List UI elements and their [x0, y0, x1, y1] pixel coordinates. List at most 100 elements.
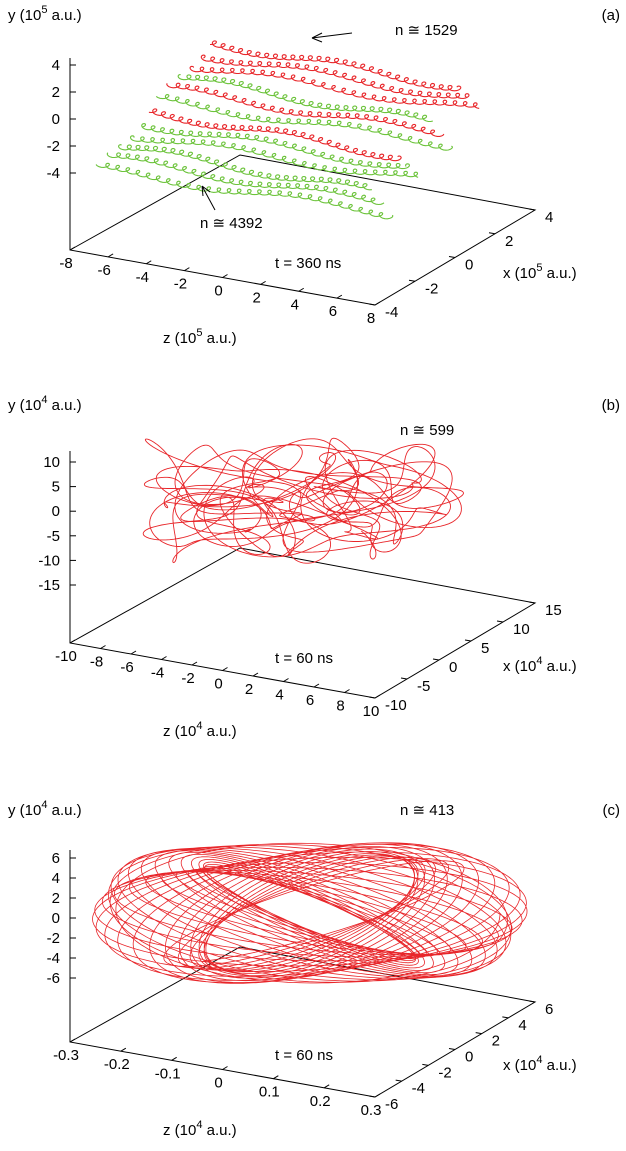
- z-tick-label: 0: [214, 283, 222, 300]
- z-tick: [283, 678, 289, 682]
- panel: (b) 10 5 0 -5 -10 -15 -10 -8 -6 -4 -2 0 2 4 6 8 10 -10 -5 0 5…: [38, 397, 620, 720]
- y-tick-label: 0: [52, 910, 60, 927]
- y-tick-label: -6: [47, 970, 60, 987]
- x-tick: [475, 1032, 482, 1035]
- x-tick-label: 10: [513, 621, 530, 638]
- y-tick-label: -2: [47, 930, 60, 947]
- x-tick: [502, 1016, 509, 1019]
- annotation: n ≅ 599: [400, 422, 454, 439]
- axis-label: y (104 a.u.): [8, 394, 82, 414]
- annotation: t = 60 ns: [275, 650, 333, 667]
- z-tick: [222, 1066, 228, 1070]
- x-tick-label: 4: [518, 1017, 526, 1034]
- y-tick-label: 10: [43, 454, 60, 471]
- trajectory: [148, 108, 402, 162]
- x-tick: [448, 256, 456, 258]
- trajectory: [155, 94, 453, 151]
- axes-box: [69, 451, 537, 699]
- x-tick: [528, 1000, 536, 1003]
- axis-label: x (104 a.u.): [503, 1054, 577, 1074]
- arrow: [201, 185, 216, 211]
- panel-label: (b): [602, 397, 620, 414]
- axis-label-text: y (10: [8, 7, 41, 24]
- x-tick: [368, 303, 376, 306]
- axis-label-exponent: 4: [41, 799, 47, 811]
- z-tick-label: 2: [252, 289, 260, 306]
- annotation: n ≅ 413: [400, 802, 454, 819]
- y-tick-label: 5: [52, 479, 60, 496]
- axis-label-exponent: 4: [536, 655, 542, 667]
- annotation: n ≅ 1529: [395, 22, 458, 39]
- y-tick-label: -5: [47, 528, 60, 545]
- x-tick: [422, 1063, 429, 1066]
- trajectory: [141, 123, 410, 170]
- panel-label: (a): [602, 7, 620, 24]
- panel: (a) 4 2 0 -2 -4 -8 -6 -4 -2 0 2 4 6 8 -4 -2 0 2 4 n ≅ 1529 n …: [47, 7, 620, 327]
- axis-label-exponent: 5: [41, 4, 47, 16]
- x-tick: [528, 208, 536, 211]
- z-tick: [69, 246, 76, 251]
- x-tick-label: -2: [425, 280, 438, 297]
- x-tick-label: 2: [505, 233, 513, 250]
- z-tick-label: 6: [329, 303, 337, 320]
- y-tick-label: 6: [52, 850, 60, 867]
- z-tick: [69, 1038, 76, 1043]
- z-tick-label: 4: [275, 687, 283, 704]
- z-tick-label: 0.1: [259, 1084, 280, 1101]
- z-tick-label: -0.3: [53, 1047, 79, 1064]
- z-tick: [161, 656, 167, 660]
- x-tick: [496, 620, 504, 623]
- axis-label-text: x (10: [503, 658, 536, 675]
- z-tick: [260, 280, 266, 285]
- z-tick-label: 8: [367, 310, 375, 327]
- axis-label-text: a.u.): [542, 1057, 576, 1074]
- z-tick: [184, 267, 190, 272]
- trajectory: [210, 40, 462, 92]
- y-tick-label: 2: [52, 84, 60, 101]
- x-tick-label: -4: [412, 1080, 425, 1097]
- x-tick-label: 5: [481, 640, 489, 657]
- axis-label: z (105 a.u.): [163, 327, 237, 347]
- z-tick-label: -0.2: [104, 1056, 130, 1073]
- y-tick-label: -4: [47, 165, 60, 182]
- z-tick-label: -6: [97, 262, 110, 279]
- trajectory: [106, 152, 385, 206]
- z-tick: [252, 672, 259, 677]
- z-tick: [191, 661, 198, 666]
- axis-label: x (104 a.u.): [503, 655, 577, 675]
- annotation: t = 60 ns: [275, 1047, 333, 1064]
- axis-label: y (105 a.u.): [8, 4, 82, 24]
- z-tick: [336, 294, 343, 299]
- trajectory: [92, 842, 528, 984]
- axis-label: x (105 a.u.): [503, 262, 577, 282]
- axis-label-text: a.u.): [47, 7, 81, 24]
- z-tick-label: -0.1: [155, 1065, 181, 1082]
- axis-label: y (104 a.u.): [8, 799, 82, 819]
- x-tick: [488, 232, 496, 235]
- z-tick-label: -2: [174, 276, 187, 293]
- z-tick-label: 0: [214, 676, 222, 693]
- x-tick-label: -5: [417, 678, 430, 695]
- y-tick-label: -4: [47, 950, 60, 967]
- annotation: t = 360 ns: [275, 255, 341, 272]
- axis-label-text: a.u.): [47, 397, 81, 414]
- x-tick-label: -6: [385, 1096, 398, 1113]
- trajectory: [189, 65, 480, 109]
- z-tick: [298, 287, 305, 292]
- z-tick-label: -4: [151, 665, 164, 682]
- y-tick-label: 4: [52, 870, 60, 887]
- axis-label-exponent: 5: [196, 327, 202, 339]
- y-tick-label: 2: [52, 890, 60, 907]
- z-tick-label: -2: [181, 670, 194, 687]
- z-tick: [120, 1047, 127, 1052]
- x-tick: [400, 677, 408, 680]
- axis-label-text: y (10: [8, 397, 41, 414]
- z-tick: [374, 301, 381, 306]
- z-tick: [145, 260, 152, 265]
- y-tick-label: 0: [52, 111, 60, 128]
- z-tick: [374, 1093, 381, 1098]
- z-tick: [313, 683, 320, 688]
- x-tick: [432, 658, 440, 661]
- z-tick-label: 4: [291, 296, 299, 313]
